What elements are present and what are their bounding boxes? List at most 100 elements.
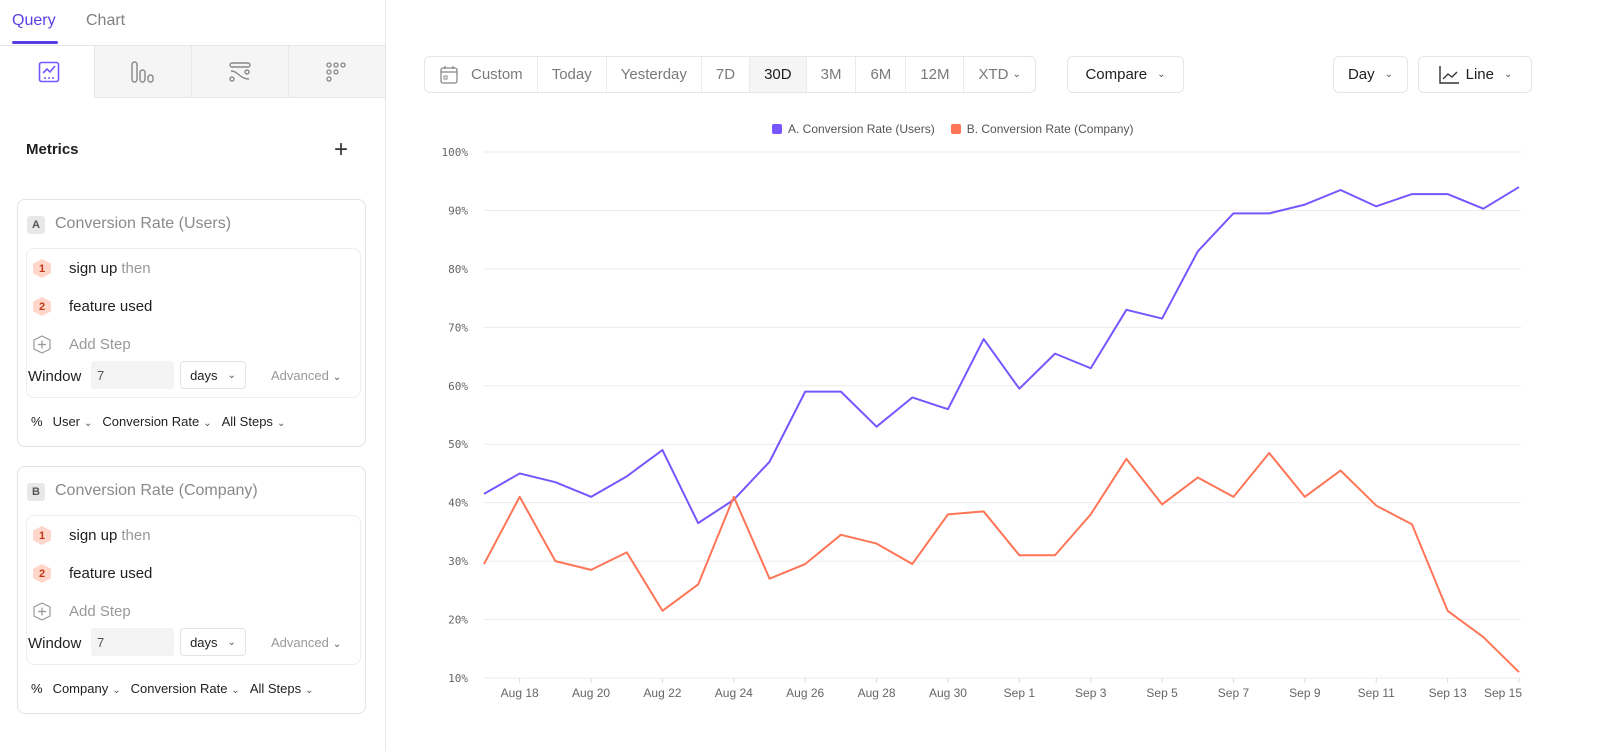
step-then: then xyxy=(121,260,151,277)
step-event-name: sign up xyxy=(69,527,118,544)
chevron-down-icon: ⌄ xyxy=(332,372,342,383)
y-tick-label: 70% xyxy=(448,321,468,334)
x-tick-label: Sep 15 xyxy=(1484,686,1522,700)
x-tick-label: Aug 22 xyxy=(643,686,681,700)
y-tick-label: 20% xyxy=(448,614,468,627)
window-unit: days xyxy=(190,634,218,650)
chevron-down-icon: ⌄ xyxy=(332,639,342,650)
metrics-heading: Metrics xyxy=(26,141,79,158)
flows-type-tab[interactable] xyxy=(191,46,288,98)
retention-type-tab[interactable] xyxy=(288,46,385,98)
compare-button[interactable]: Compare ⌄ xyxy=(1067,56,1184,93)
x-tick-label: Aug 24 xyxy=(715,686,753,700)
metric-title[interactable]: Conversion Rate (Users) xyxy=(55,215,232,232)
entity-label: Company xyxy=(52,681,109,696)
range-6m[interactable]: 6M xyxy=(856,57,907,92)
series-line-a xyxy=(483,186,1520,525)
chevron-down-icon: ⌄ xyxy=(227,636,236,648)
window-input[interactable] xyxy=(91,361,174,389)
steps-dropdown[interactable]: All Steps ⌄ xyxy=(250,681,314,696)
chevron-down-icon: ⌄ xyxy=(1503,69,1513,80)
chevron-down-icon: ⌄ xyxy=(1157,69,1166,80)
add-step-label: Add Step xyxy=(69,603,131,620)
insights-icon xyxy=(38,61,59,83)
insights-type-tab[interactable] xyxy=(0,46,97,98)
line-chart-icon xyxy=(1438,65,1459,84)
range-30d[interactable]: 30D xyxy=(750,57,807,92)
measure-dropdown[interactable]: Conversion Rate ⌄ xyxy=(131,681,240,696)
y-tick-label: 10% xyxy=(448,672,468,685)
legend-label: A. Conversion Rate (Users) xyxy=(788,122,935,136)
range-custom[interactable]: Custom xyxy=(425,57,538,92)
window-input[interactable] xyxy=(91,628,174,656)
chevron-down-icon: ⌄ xyxy=(227,369,236,381)
range-3m[interactable]: 3M xyxy=(807,57,857,92)
add-step-button[interactable]: Add Step xyxy=(33,602,131,621)
range-label: XTD xyxy=(978,66,1009,83)
window-unit-dropdown[interactable]: days ⌄ xyxy=(180,628,246,656)
metric-footer: % User ⌄ Conversion Rate ⌄ All Steps ⌄ xyxy=(31,414,285,429)
step-number-hex: 2 xyxy=(33,297,51,316)
range-xtd[interactable]: XTD ⌄ xyxy=(964,57,1034,92)
range-yesterday[interactable]: Yesterday xyxy=(607,57,702,92)
step-number-hex: 1 xyxy=(33,259,51,278)
legend-swatch xyxy=(772,124,782,134)
x-tick-label: Sep 7 xyxy=(1218,686,1250,700)
y-tick-label: 30% xyxy=(448,555,468,568)
chevron-down-icon: ⌄ xyxy=(231,685,240,696)
chart-type-dropdown[interactable]: Line ⌄ xyxy=(1418,56,1532,93)
panel-tabs: Query Chart xyxy=(0,0,385,46)
measure-dropdown[interactable]: Conversion Rate ⌄ xyxy=(102,414,211,429)
tab-chart[interactable]: Chart xyxy=(86,12,126,29)
date-range-toolbar: Custom Today Yesterday 7D 30D 3M 6M 12M … xyxy=(424,56,1036,93)
range-7d[interactable]: 7D xyxy=(702,57,751,92)
range-12m[interactable]: 12M xyxy=(906,57,965,92)
funnel-step[interactable]: 2 feature used xyxy=(33,297,152,316)
x-tick-label: Sep 5 xyxy=(1146,686,1178,700)
tab-query[interactable]: Query xyxy=(12,12,56,29)
y-tick-label: 80% xyxy=(448,263,468,276)
window-label: Window xyxy=(28,368,82,385)
x-tick-label: Aug 28 xyxy=(858,686,896,700)
metric-letter-badge: B xyxy=(27,483,45,501)
legend-item-a[interactable]: A. Conversion Rate (Users) xyxy=(772,122,935,136)
entity-dropdown[interactable]: Company ⌄ xyxy=(53,681,121,696)
x-tick-label: Aug 18 xyxy=(501,686,539,700)
x-tick-label: Aug 30 xyxy=(929,686,967,700)
step-event-name: sign up xyxy=(69,260,118,277)
window-unit-dropdown[interactable]: days ⌄ xyxy=(180,361,246,389)
y-tick-label: 50% xyxy=(448,438,468,451)
chevron-down-icon: ⌄ xyxy=(203,418,212,429)
steps-dropdown[interactable]: All Steps ⌄ xyxy=(222,414,286,429)
plus-icon[interactable]: + xyxy=(334,136,349,163)
funnels-type-tab[interactable] xyxy=(94,46,191,98)
metric-card: A Conversion Rate (Users) 1 sign up then 2 f… xyxy=(17,199,366,447)
y-tick-label: 100% xyxy=(442,146,469,159)
funnel-step[interactable]: 1 sign up then xyxy=(33,259,151,278)
query-panel: Query Chart Metrics + A Conversion Rate … xyxy=(0,0,386,751)
advanced-dropdown[interactable]: Advanced ⌄ xyxy=(271,635,341,650)
interval-dropdown[interactable]: Day ⌄ xyxy=(1333,56,1408,93)
series-line-b xyxy=(483,451,1520,673)
compare-label: Compare xyxy=(1085,66,1148,83)
step-then: then xyxy=(121,527,151,544)
percent-label: % xyxy=(31,681,43,696)
legend-label: B. Conversion Rate (Company) xyxy=(966,122,1134,136)
y-tick-label: 90% xyxy=(448,204,468,217)
entity-dropdown[interactable]: User ⌄ xyxy=(53,414,93,429)
advanced-label: Advanced xyxy=(271,635,329,650)
range-today[interactable]: Today xyxy=(538,57,607,92)
add-step-button[interactable]: Add Step xyxy=(33,335,131,354)
legend-item-b[interactable]: B. Conversion Rate (Company) xyxy=(950,122,1134,136)
x-tick-label: Sep 13 xyxy=(1429,686,1467,700)
add-step-label: Add Step xyxy=(69,336,131,353)
percent-label: % xyxy=(31,414,43,429)
chevron-down-icon: ⌄ xyxy=(305,685,314,696)
funnel-step[interactable]: 1 sign up then xyxy=(33,526,151,545)
funnel-step[interactable]: 2 feature used xyxy=(33,564,152,583)
chevron-down-icon: ⌄ xyxy=(1012,69,1021,80)
add-circle-icon xyxy=(33,602,51,621)
x-tick-label: Aug 26 xyxy=(786,686,824,700)
metric-title[interactable]: Conversion Rate (Company) xyxy=(55,482,258,499)
advanced-dropdown[interactable]: Advanced ⌄ xyxy=(271,368,341,383)
